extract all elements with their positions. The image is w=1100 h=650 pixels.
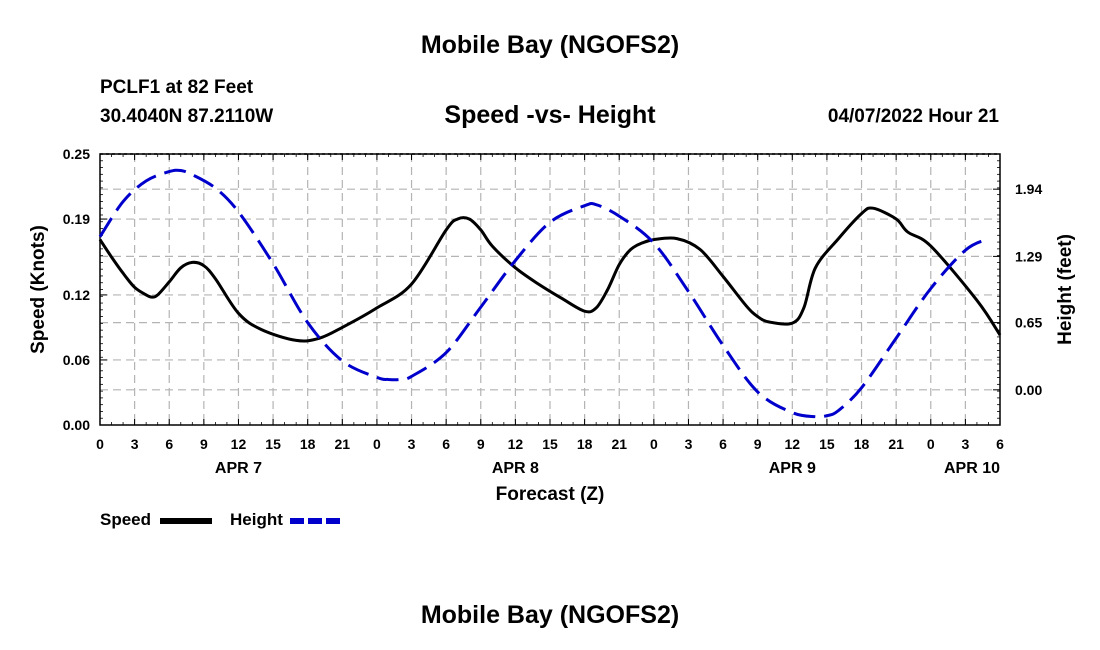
date-label: APR 10 <box>944 460 1000 477</box>
y-tick-label: 0.25 <box>63 146 90 162</box>
chart-subtitle: Speed -vs- Height <box>444 101 656 129</box>
x-tick-label: 12 <box>508 436 524 452</box>
x-tick-label: 0 <box>927 436 935 452</box>
x-tick-label: 9 <box>200 436 208 452</box>
x-tick-label: 0 <box>373 436 381 452</box>
x-tick-label: 3 <box>961 436 969 452</box>
date-label: APR 7 <box>215 460 262 477</box>
y-tick-label: 0.06 <box>63 352 90 368</box>
y2-tick-label: 0.65 <box>1015 315 1042 331</box>
x-tick-label: 21 <box>611 436 627 452</box>
series-height-line <box>98 168 990 419</box>
station-coordinates: 30.4040N 87.2110W <box>100 106 274 127</box>
x-tick-label: 18 <box>300 436 316 452</box>
y-tick-label: 0.12 <box>63 287 90 303</box>
x-tick-label: 15 <box>265 436 281 452</box>
chart-title: Mobile Bay (NGOFS2) <box>420 31 680 59</box>
x-tick-label: 18 <box>577 436 593 452</box>
y-tick-label: 0.00 <box>63 417 90 433</box>
legend-speed-label: Speed <box>100 510 152 529</box>
x-axis-title: Forecast (Z) <box>496 484 605 505</box>
x-tick-label: 9 <box>477 436 485 452</box>
x-tick-label: 21 <box>335 436 351 452</box>
y-axis-title: Speed (Knots) <box>28 225 49 354</box>
date-label: APR 9 <box>769 460 816 477</box>
legend-height-label: Height <box>230 510 283 529</box>
legend-height-swatch <box>290 518 342 524</box>
x-tick-label: 15 <box>542 436 558 452</box>
x-tick-label: 3 <box>408 436 416 452</box>
x-tick-label: 6 <box>165 436 173 452</box>
x-tick-label: 6 <box>996 436 1004 452</box>
x-tick-label: 12 <box>231 436 247 452</box>
x-tick-label: 12 <box>785 436 801 452</box>
x-tick-label: 0 <box>650 436 658 452</box>
x-tick-label: 9 <box>754 436 762 452</box>
y2-axis-title: Height (feet) <box>1055 234 1076 345</box>
x-tick-label: 21 <box>888 436 904 452</box>
date-label: APR 8 <box>492 460 539 477</box>
legend-speed-swatch <box>160 518 212 524</box>
x-tick-label: 18 <box>854 436 870 452</box>
x-tick-label: 0 <box>96 436 104 452</box>
station-label: PCLF1 at 82 Feet <box>100 77 254 98</box>
x-tick-label: 15 <box>819 436 835 452</box>
x-tick-label: 6 <box>719 436 727 452</box>
x-tick-label: 3 <box>131 436 139 452</box>
series-speed-line <box>98 206 1002 343</box>
y-tick-label: 0.19 <box>63 211 90 227</box>
y2-tick-label: 1.94 <box>1015 181 1042 197</box>
y2-tick-label: 0.00 <box>1015 382 1042 398</box>
y2-tick-label: 1.29 <box>1015 248 1042 264</box>
forecast-datetime: 04/07/2022 Hour 21 <box>827 106 999 127</box>
x-tick-label: 6 <box>442 436 450 452</box>
x-tick-label: 3 <box>685 436 693 452</box>
footer-title: Mobile Bay (NGOFS2) <box>420 601 680 629</box>
